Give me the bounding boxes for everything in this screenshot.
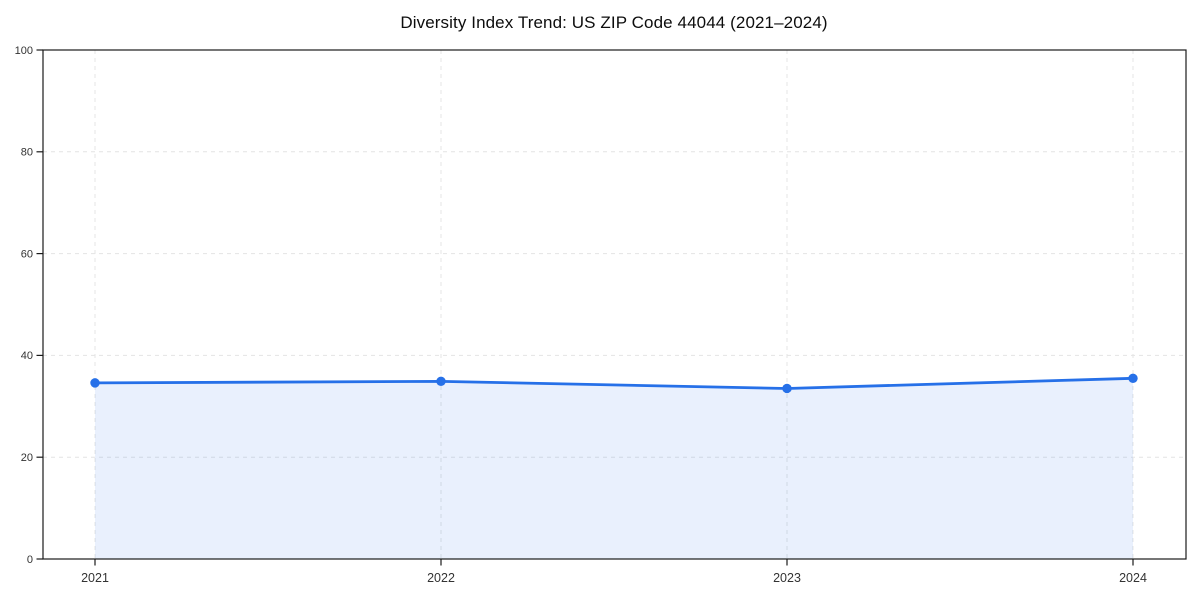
series-line (93, 376, 1135, 390)
data-point (90, 378, 100, 388)
y-tick-label: 80 (21, 147, 33, 159)
data-point (1128, 373, 1138, 384)
data-point (782, 383, 792, 394)
x-tick-label: 2024 (1119, 571, 1147, 585)
x-tick-label: 2023 (773, 571, 801, 585)
data-point (436, 376, 446, 387)
chart-title: Diversity Index Trend: US ZIP Code 44044… (400, 13, 828, 32)
y-tick-label: 60 (21, 248, 33, 260)
x-tick-label: 2021 (81, 571, 109, 585)
y-tick-label: 0 (27, 554, 33, 566)
series-area-fill (95, 378, 1133, 559)
y-tick-label: 20 (21, 452, 33, 464)
x-tick-label: 2022 (427, 571, 455, 585)
plot-frame (42, 49, 1187, 560)
y-tick-label: 100 (15, 45, 33, 57)
y-tick-label: 40 (21, 350, 33, 362)
